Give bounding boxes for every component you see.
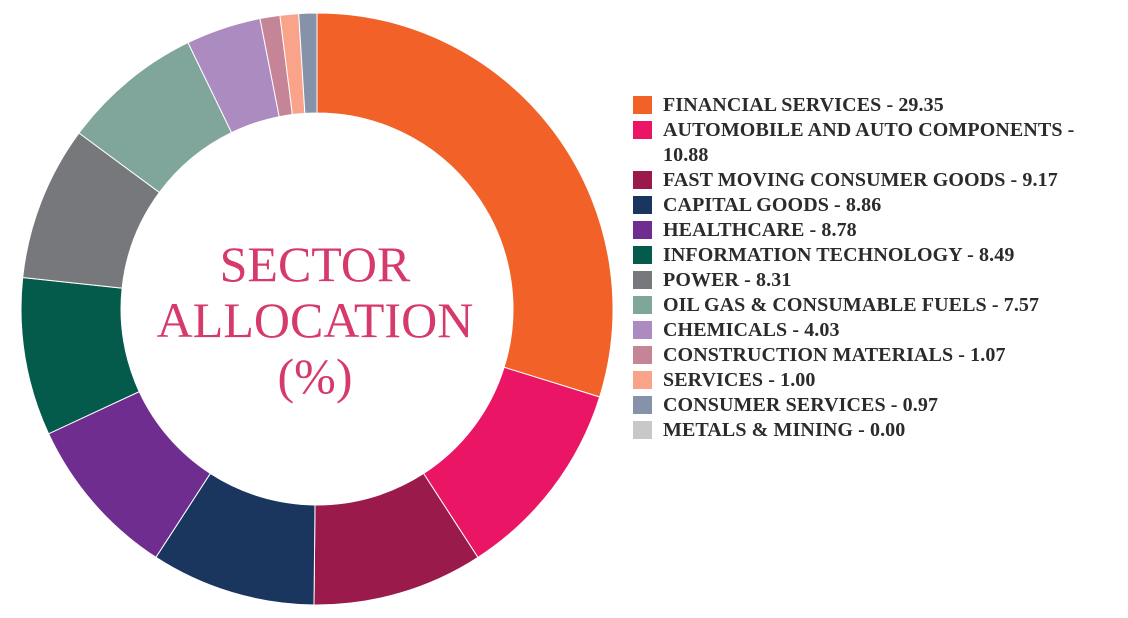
legend-swatch	[633, 346, 652, 364]
legend-label: INFORMATION TECHNOLOGY - 8.49	[663, 244, 1015, 266]
legend-item: POWER - 8.31	[633, 268, 1123, 293]
legend-swatch	[633, 396, 652, 414]
slice-financial-services	[316, 12, 614, 398]
legend-swatch	[633, 221, 652, 239]
legend-swatch	[633, 96, 652, 114]
legend-label: CAPITAL GOODS - 8.86	[663, 194, 882, 216]
legend-label: CHEMICALS - 4.03	[663, 319, 840, 341]
legend-item: METALS & MINING - 0.00	[633, 418, 1123, 443]
legend-item: OIL GAS & CONSUMABLE FUELS - 7.57	[633, 293, 1123, 318]
legend-label: SERVICES - 1.00	[663, 369, 816, 391]
legend-swatch	[633, 121, 652, 139]
legend-label: CONSTRUCTION MATERIALS - 1.07	[663, 344, 1006, 366]
legend-item: CHEMICALS - 4.03	[633, 318, 1123, 343]
legend-swatch	[633, 371, 652, 389]
legend-item: CONSUMER SERVICES - 0.97	[633, 393, 1123, 418]
legend-label: METALS & MINING - 0.00	[663, 419, 906, 441]
donut-chart	[20, 12, 614, 606]
legend-item: INFORMATION TECHNOLOGY - 8.49	[633, 243, 1123, 268]
legend-swatch	[633, 271, 652, 289]
legend-item: FINANCIAL SERVICES - 29.35	[633, 93, 1123, 118]
legend-swatch	[633, 196, 652, 214]
legend-item: AUTOMOBILE AND AUTO COMPONENTS - 10.88	[633, 118, 1123, 168]
legend-swatch	[633, 296, 652, 314]
legend-swatch	[633, 171, 652, 189]
chart-legend: FINANCIAL SERVICES - 29.35 AUTOMOBILE AND…	[633, 93, 1123, 443]
legend-swatch	[633, 246, 652, 264]
legend-item: SERVICES - 1.00	[633, 368, 1123, 393]
legend-label: CONSUMER SERVICES - 0.97	[663, 394, 939, 416]
legend-label: HEALTHCARE - 8.78	[663, 219, 857, 241]
legend-swatch	[633, 421, 652, 439]
legend-label: OIL GAS & CONSUMABLE FUELS - 7.57	[663, 294, 1040, 316]
legend-label: FAST MOVING CONSUMER GOODS - 9.17	[663, 169, 1058, 191]
legend-label: POWER - 8.31	[663, 269, 792, 291]
legend-item: FAST MOVING CONSUMER GOODS - 9.17	[633, 168, 1123, 193]
legend-swatch	[633, 321, 652, 339]
legend-item: HEALTHCARE - 8.78	[633, 218, 1123, 243]
legend-label: AUTOMOBILE AND AUTO COMPONENTS - 10.88	[663, 119, 1075, 166]
legend-item: CONSTRUCTION MATERIALS - 1.07	[633, 343, 1123, 368]
legend-item: CAPITAL GOODS - 8.86	[633, 193, 1123, 218]
slice-consumer-services	[298, 12, 318, 114]
legend-label: FINANCIAL SERVICES - 29.35	[663, 94, 944, 116]
